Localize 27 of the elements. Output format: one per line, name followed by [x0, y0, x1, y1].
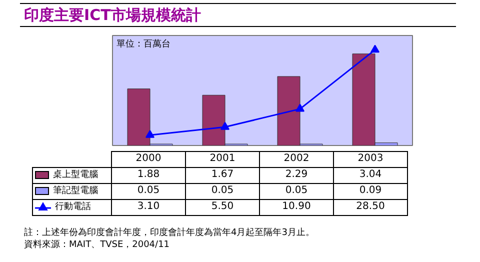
x-tick-label: 2003 — [334, 152, 408, 168]
data-label: 28.50 — [334, 200, 408, 216]
chart-title: 印度主要ICT市場規模統計 — [23, 5, 202, 26]
x-tick-label: 2002 — [260, 152, 334, 168]
x-tick-label: 2000 — [112, 152, 186, 168]
data-label: 3.10 — [112, 200, 186, 216]
text: 單位：百萬台 — [116, 38, 170, 50]
data-label: 0.05 — [260, 184, 334, 200]
data-label: 1.67 — [186, 168, 260, 184]
data-label: 10.90 — [260, 200, 334, 216]
data-label: 1.88 — [112, 168, 186, 184]
text: 註：上述年份為印度會計年度，印度會計年度為當年4月起至隔年3月止。 — [24, 228, 314, 238]
data-label: 0.05 — [112, 184, 186, 200]
x-tick-label: 2001 — [186, 152, 260, 168]
legend-label: 筆記型電腦 — [32, 184, 112, 200]
data-label: 5.50 — [186, 200, 260, 216]
data-label: 0.09 — [334, 184, 408, 200]
point — [220, 122, 230, 130]
point — [146, 130, 154, 138]
legend-label: 行動電話 — [32, 200, 112, 216]
legend-label: 桌上型電腦 — [32, 168, 112, 184]
data-label: 0.05 — [186, 184, 260, 200]
data-label: 2.29 — [260, 168, 334, 184]
point — [370, 44, 380, 53]
data-label: 3.04 — [334, 168, 408, 184]
source-note: 資料來源：MAIT、TVSE，2004/11 — [24, 240, 170, 250]
point — [296, 104, 304, 112]
